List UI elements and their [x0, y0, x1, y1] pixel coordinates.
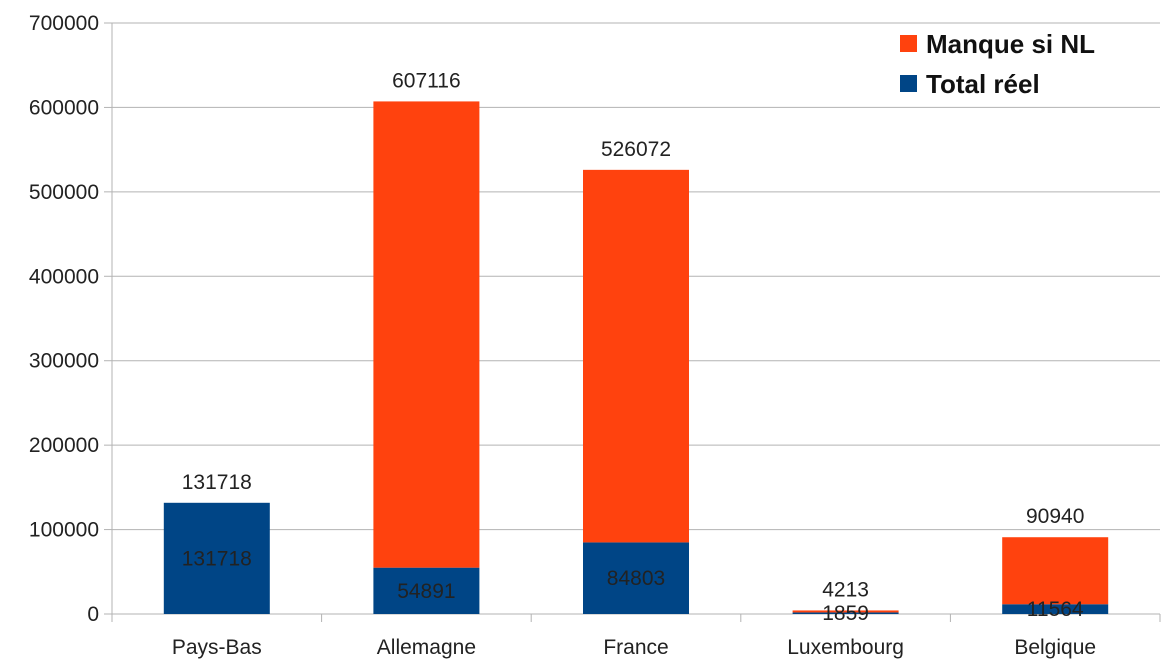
legend-swatch — [900, 35, 917, 52]
y-tick-label: 100000 — [29, 519, 99, 542]
bar-manque-si-nl — [792, 610, 899, 613]
y-tick-label: 700000 — [29, 12, 99, 35]
data-label-total: 607116 — [392, 69, 461, 92]
data-label-total: 131718 — [182, 471, 252, 494]
bar-manque-si-nl — [583, 169, 689, 543]
data-label-total: 90940 — [1026, 505, 1084, 528]
legend-label: Total réel — [926, 69, 1040, 99]
data-label-total-reel: 84803 — [607, 567, 665, 590]
y-tick-label: 300000 — [29, 350, 99, 373]
y-tick-label: 0 — [87, 603, 99, 626]
x-category-label: Pays-Bas — [172, 636, 262, 659]
data-label-total: 526072 — [601, 138, 671, 161]
data-label-total-reel: 1859 — [822, 602, 869, 625]
x-category-label: Luxembourg — [787, 636, 904, 659]
bar-total-reel — [1002, 604, 1109, 614]
data-label-total-reel: 131718 — [182, 547, 252, 570]
y-tick-label: 200000 — [29, 434, 99, 457]
x-category-label: Allemagne — [377, 636, 476, 659]
data-labels: 131718 131718 54891 607116 84803 526072 185942… — [182, 69, 1085, 625]
axes: 0 100000 200000 300000 400000 500000 600000 700… — [29, 12, 1161, 659]
legend: Manque si NL Total réel — [900, 29, 1095, 99]
bars — [163, 101, 1109, 614]
data-label-total: 4213 — [822, 578, 869, 601]
data-label-total-reel: 54891 — [397, 580, 455, 603]
x-category-label: Belgique — [1014, 636, 1096, 659]
bar-total-reel — [792, 612, 899, 614]
y-tick-label: 400000 — [29, 265, 99, 288]
y-tick-label: 600000 — [29, 96, 99, 119]
x-category-label: France — [603, 636, 668, 659]
bar-manque-si-nl — [373, 101, 480, 568]
bar-manque-si-nl — [1002, 537, 1109, 605]
data-label-total-reel: 11564 — [1027, 598, 1084, 621]
legend-swatch — [900, 75, 917, 92]
bar-total-reel — [583, 542, 689, 614]
legend-label: Manque si NL — [926, 29, 1095, 59]
bar-total-reel — [373, 567, 480, 614]
bar-total-reel — [163, 502, 270, 614]
y-tick-label: 500000 — [29, 181, 99, 204]
